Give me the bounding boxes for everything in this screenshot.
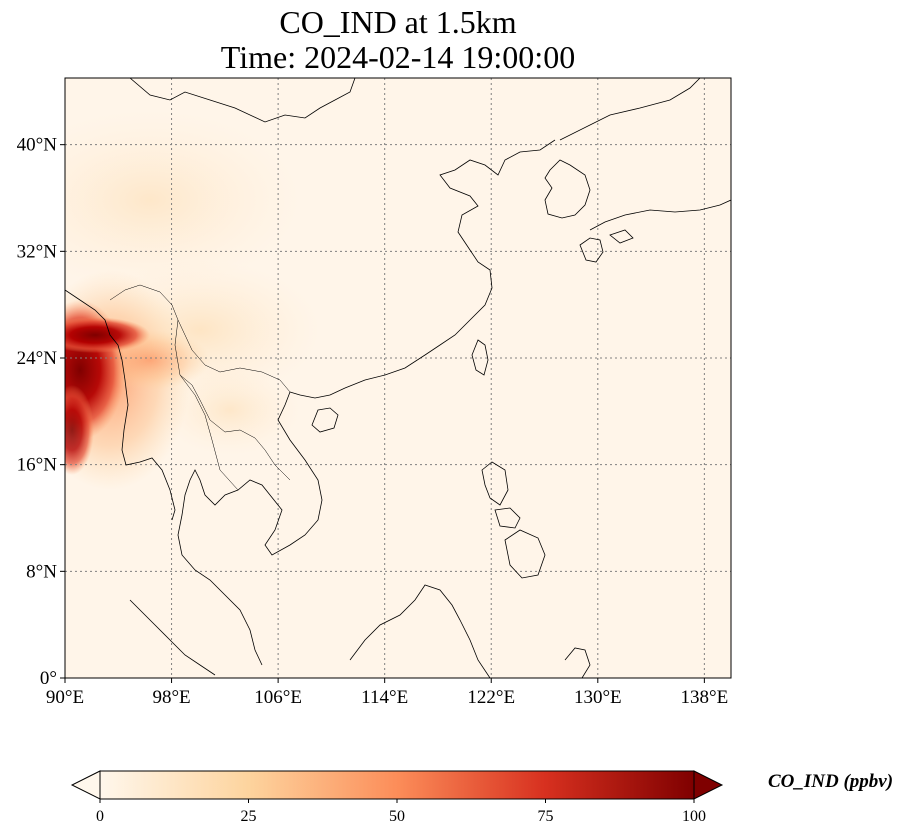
lon-tick-label: 90°E [46, 687, 84, 708]
lon-tick-label: 106°E [254, 687, 302, 708]
coastline-hainan [311, 407, 339, 433]
lat-tick-label: 32°N [17, 241, 58, 262]
coastline-china [289, 139, 556, 399]
coastline-japan-shikoku [609, 229, 634, 244]
map-panel [65, 78, 731, 678]
colorbar-tick-label: 50 [389, 808, 405, 825]
colorbar-extend-low [70, 770, 101, 800]
coastline-taiwan [471, 339, 489, 376]
longitude-axis: 90°E 98°E 106°E 114°E 122°E 130°E 138°E [46, 678, 728, 708]
coastline-borneo [349, 584, 491, 678]
colorbar-ticks: 0 25 50 75 100 [96, 799, 706, 825]
colorbar: 0 25 50 75 100 [70, 770, 724, 825]
lat-tick-label: 16°N [17, 455, 58, 476]
gridlines [65, 78, 731, 678]
plume-hot-band [65, 317, 150, 353]
coastline-new-guinea [564, 647, 591, 678]
country-borders [109, 284, 291, 491]
coastline-korea [544, 159, 591, 219]
map-frame [64, 77, 732, 679]
map-subtitle-time: Time: 2024-02-14 19:00:00 [220, 39, 576, 75]
lon-tick-label: 130°E [574, 687, 622, 708]
lat-tick-label: 40°N [17, 135, 58, 156]
lat-tick-label: 0° [40, 668, 57, 689]
colorbar-tick-label: 0 [96, 808, 104, 825]
colorbar-tick-label: 100 [682, 808, 706, 825]
border-thailand [179, 374, 239, 491]
coastline-japan-south [589, 199, 731, 231]
border-myanmar-laos [174, 319, 291, 481]
co-concentration-field [65, 110, 320, 490]
lon-tick-label: 114°E [361, 687, 408, 708]
lat-tick-label: 24°N [17, 348, 58, 369]
coastline-north-asia [129, 78, 356, 123]
colorbar-extend-high [693, 770, 724, 800]
coastline-philippines-visayas [494, 507, 521, 529]
colorbar-tick-label: 75 [538, 808, 554, 825]
plume-faint-north [65, 110, 300, 290]
lat-tick-label: 8°N [26, 561, 57, 582]
plume-faint-indochina [160, 365, 300, 455]
coastline-bay-of-bengal [65, 289, 176, 521]
coastline-northeast [559, 78, 701, 141]
colorbar-tick-label: 25 [241, 808, 257, 825]
plume-hot-south [65, 385, 94, 475]
coastline-japan-kyushu [579, 237, 604, 263]
colorbar-gradient [99, 770, 695, 800]
latitude-axis: 0° 8°N 16°N 24°N 32°N 40°N [17, 135, 65, 689]
lon-tick-label: 122°E [467, 687, 515, 708]
coastline-philippines-luzon [481, 461, 509, 506]
border-china-south [109, 284, 291, 393]
map-title: CO_IND at 1.5km [279, 4, 517, 40]
lon-tick-label: 138°E [681, 687, 729, 708]
lon-tick-label: 98°E [152, 687, 190, 708]
colorbar-label: CO_IND (ppbv) [768, 771, 894, 792]
coastline-philippines-mindanao [504, 529, 546, 579]
coastline-sumatra-malaya [129, 599, 216, 676]
